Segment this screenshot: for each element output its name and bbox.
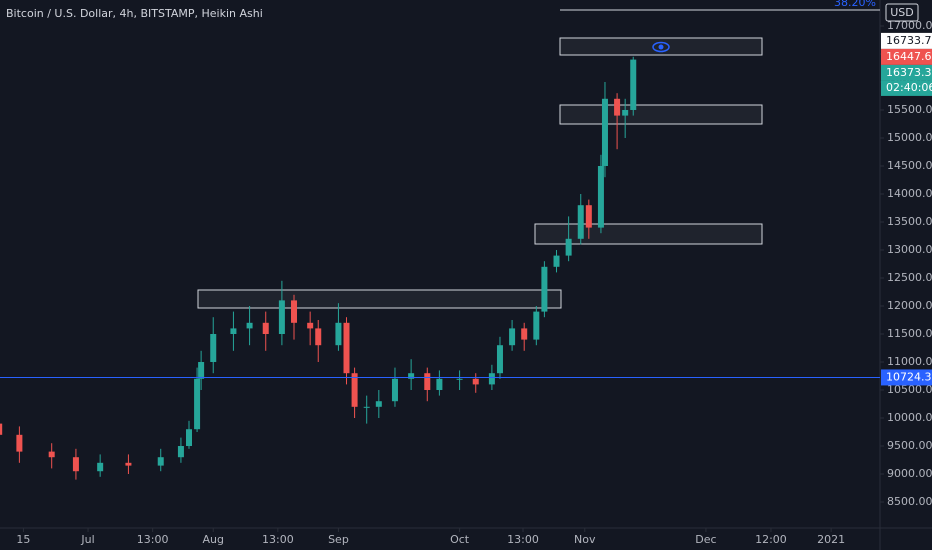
zone [197, 289, 562, 309]
x-tick-label: Oct [450, 533, 470, 546]
candle-body [375, 401, 382, 407]
candle-body [565, 238, 572, 256]
candle-body [16, 434, 23, 452]
candle-body [315, 328, 322, 346]
candle-body [509, 328, 516, 346]
y-tick-label: 10000.00 [887, 411, 932, 424]
candle-body [48, 451, 55, 458]
candle-body [614, 98, 621, 116]
candle-body [198, 362, 205, 379]
x-tick-label: Aug [202, 533, 223, 546]
fib-label: 38.20% [834, 0, 876, 9]
x-tick-label: Sep [328, 533, 349, 546]
y-tick-label: 14000.00 [887, 187, 932, 200]
candle-body [351, 373, 358, 407]
price-badge [881, 48, 932, 65]
candle-body [363, 406, 370, 408]
x-tick-label: Jul [80, 533, 94, 546]
candle-body [436, 378, 443, 391]
price-badge-label: 16447.68 [886, 50, 932, 63]
axis: 8500.00 9000.00 9500.00 10000.00 10500.00 110… [16, 19, 932, 546]
y-tick-label: 14500.00 [887, 159, 932, 172]
candle-body [262, 322, 269, 335]
price-line-label: 10724.35 [886, 370, 932, 383]
y-tick-label: 9500.00 [887, 439, 932, 452]
candle-body [533, 311, 540, 340]
candle-body [488, 373, 495, 385]
candle-body [72, 457, 79, 472]
y-tick-label: 15000.00 [887, 131, 932, 144]
candle-body [230, 328, 237, 335]
x-tick-label: 13:00 [137, 533, 169, 546]
candle-body [424, 373, 431, 391]
candle-body [186, 429, 193, 447]
x-tick-label: Dec [695, 533, 716, 546]
candle-body [307, 322, 314, 329]
y-tick-label: 12500.00 [887, 271, 932, 284]
candle-body [408, 373, 415, 379]
candle-body [291, 300, 298, 323]
candle-body [553, 255, 560, 267]
y-tick-label: 13500.00 [887, 215, 932, 228]
candle-body [622, 109, 629, 116]
price-badge-label: 16373.34 [886, 66, 932, 79]
y-tick-label: 15500.00 [887, 103, 932, 116]
y-tick-label: 9000.00 [887, 467, 932, 480]
candle-body [521, 328, 528, 340]
candle-body [577, 205, 584, 239]
zone [534, 223, 763, 245]
candle-body [343, 322, 350, 374]
candle-body [177, 446, 184, 458]
price-badge [881, 64, 932, 81]
candle-body [157, 457, 164, 466]
y-tick-label: 8500.00 [887, 495, 932, 508]
price-badge [881, 32, 932, 49]
candle-body [391, 378, 398, 402]
candle-body [630, 59, 637, 110]
zone [559, 104, 763, 125]
candle-body [210, 334, 217, 363]
candle-body [335, 322, 342, 346]
chart-title: Bitcoin / U.S. Dollar, 4h, BITSTAMP, Hei… [6, 7, 263, 20]
candle-body [601, 98, 608, 166]
candle-body [472, 378, 479, 385]
candle-body [456, 378, 463, 380]
candle-body [597, 165, 604, 228]
price-badge-label: 16733.75 [886, 34, 932, 47]
plot [0, 56, 880, 480]
x-tick-label: Nov [574, 533, 596, 546]
countdown: 02:40:06 [886, 81, 932, 94]
candle-body [125, 462, 132, 466]
eye-icon[interactable] [652, 41, 670, 53]
y-tick-label: 11000.00 [887, 355, 932, 368]
price-line-badge [881, 369, 932, 386]
candle-body [496, 345, 503, 374]
y-tick-label: 11500.00 [887, 327, 932, 340]
candle-body [194, 378, 201, 430]
candle-body [246, 322, 253, 329]
y-tick-label: 17000.00 [887, 19, 932, 32]
candle-body [585, 205, 592, 228]
y-tick-label: 12000.00 [887, 299, 932, 312]
y-tick-label: 10500.00 [887, 383, 932, 396]
countdown-badge [881, 80, 932, 96]
x-tick-label: 12:00 [755, 533, 787, 546]
candle-body [97, 462, 104, 472]
candle-body [0, 423, 3, 435]
candle-body [278, 300, 285, 335]
currency-box[interactable] [885, 3, 919, 22]
candle-body [541, 266, 548, 312]
y-tick-label: 13000.00 [887, 243, 932, 256]
x-tick-label: 2021 [817, 533, 845, 546]
currency: USD [890, 6, 914, 19]
x-tick-label: 15 [16, 533, 30, 546]
x-tick-label: 13:00 [262, 533, 294, 546]
x-tick-label: 13:00 [507, 533, 539, 546]
